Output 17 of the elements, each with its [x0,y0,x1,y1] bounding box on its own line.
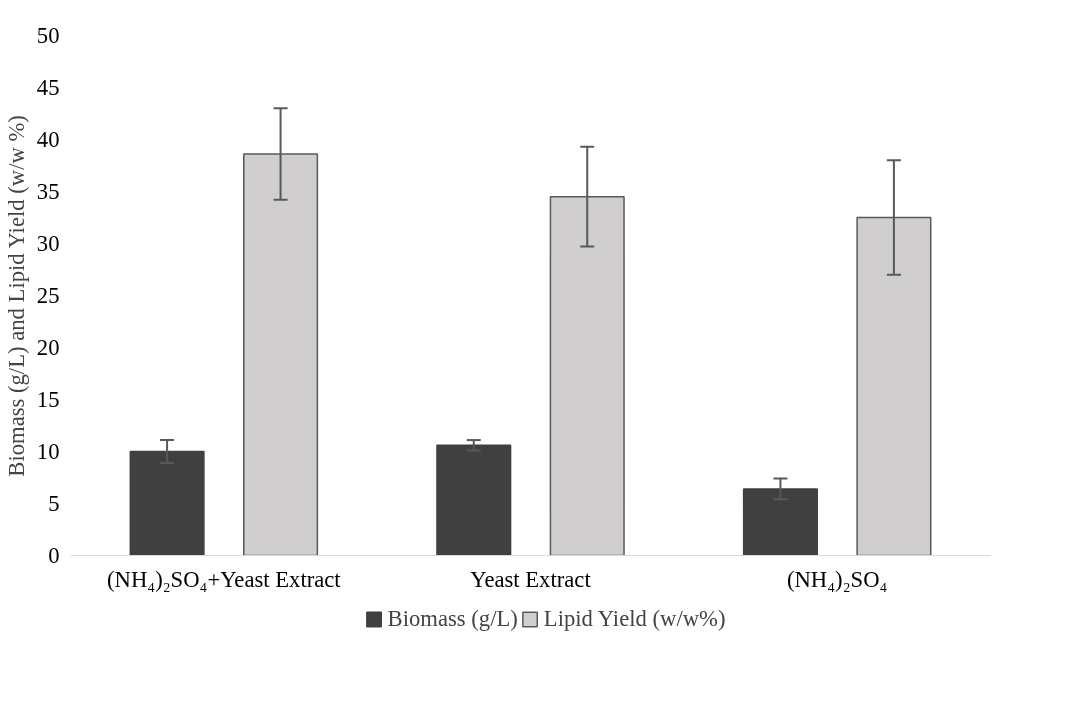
legend-label: Lipid Yield (w/w%) [543,606,726,632]
x-tick-label: (NH₄)₂SO₄+Yeast Extract [107,566,342,592]
y-tick-label: 35 [36,179,60,204]
y-tick-label: 25 [36,283,60,308]
y-tick-label: 10 [36,439,60,464]
y-tick-label: 0 [48,543,60,568]
x-tick-label: (NH₄)₂SO₄ [786,566,888,592]
y-tick-label: 40 [36,127,60,152]
y-tick-label: 30 [36,231,60,256]
y-tick-label: 15 [36,387,60,412]
x-tick-label: Yeast Extract [470,566,592,592]
legend-label: Biomass (g/L) [387,606,518,632]
y-tick-label: 5 [48,491,60,516]
y-tick-label: 50 [36,23,60,48]
y-tick-label: 45 [36,75,60,100]
y-axis-title: Biomass (g/L) and Lipid Yield (w/w %) [3,115,29,477]
y-tick-label: 20 [36,335,60,360]
